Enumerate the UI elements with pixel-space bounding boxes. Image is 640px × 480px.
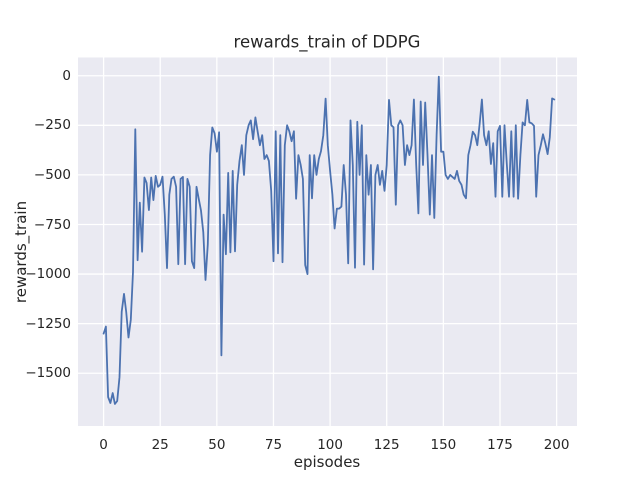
x-tick-label: 150	[430, 437, 457, 453]
x-tick-label: 125	[373, 437, 400, 453]
y-tick-label: −500	[33, 166, 71, 183]
y-tick-label: −1000	[25, 266, 71, 283]
chart-title: rewards_train of DDPG	[233, 32, 421, 52]
x-tick-label: 100	[317, 437, 343, 453]
x-tick-label: 0	[99, 437, 108, 453]
x-axis-label: episodes	[293, 453, 361, 471]
y-tick-label: −250	[33, 117, 71, 134]
x-tick-label: 175	[487, 437, 513, 453]
y-tick-label: 0	[62, 67, 71, 84]
x-tick-label: 50	[208, 437, 226, 453]
x-tick-label: 75	[264, 437, 283, 453]
y-tick-label: −750	[33, 216, 71, 233]
axes-background	[78, 57, 577, 426]
y-tick-label: −1250	[25, 315, 71, 332]
reward-line-series	[102, 75, 556, 405]
y-tick-label: −1500	[25, 365, 71, 382]
x-tick-label: 25	[151, 437, 169, 453]
x-tick-label: 200	[543, 437, 570, 453]
